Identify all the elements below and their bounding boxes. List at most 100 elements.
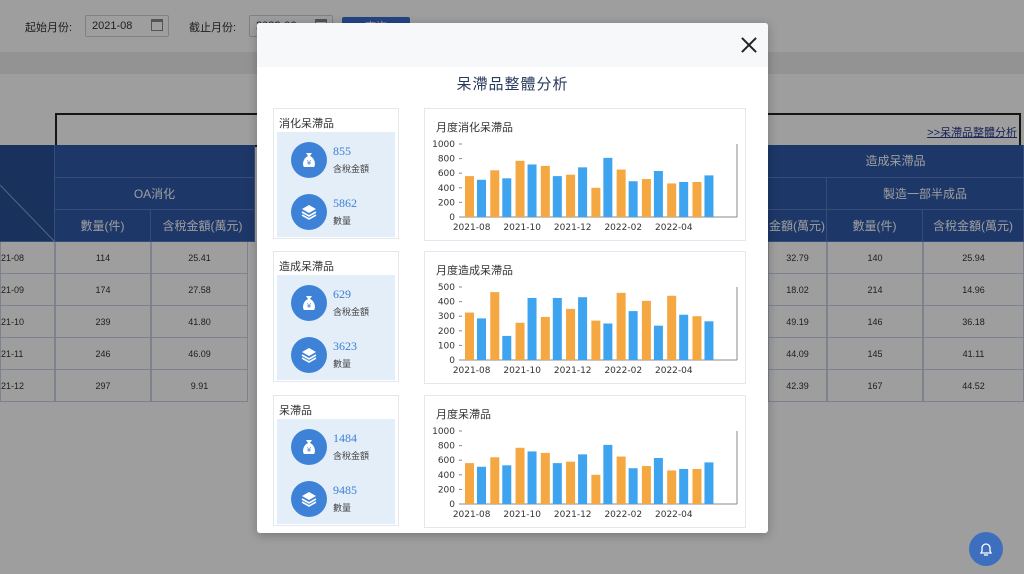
bar — [641, 300, 651, 360]
amount-value: 629 — [333, 287, 351, 301]
x-tick-label: 2022-04 — [655, 223, 693, 233]
diagonal-divider — [0, 184, 56, 243]
calendar-icon[interactable] — [151, 19, 163, 31]
svg-text:¥: ¥ — [307, 302, 312, 310]
table-cell: 114 — [55, 242, 151, 274]
table-cell: 167 — [827, 370, 923, 402]
row-month-cell: 21-12 — [0, 370, 55, 402]
bar — [591, 474, 601, 504]
bar — [566, 461, 576, 504]
table-cell: 18.02 — [768, 274, 827, 306]
bar — [616, 292, 626, 360]
start-month-label: 起始月份: — [25, 22, 73, 34]
amount-label: 含稅金額 — [333, 164, 370, 174]
y-tick-label: 800 — [438, 155, 455, 165]
table-cell: 174 — [55, 274, 151, 306]
bar — [628, 468, 638, 504]
group-caused-header: 造成呆滯品 — [768, 145, 1024, 178]
bar-chart-digested: 0 200 400 600 800 1000 2021-08 2021-10 2021-12 20… — [432, 140, 738, 233]
bar — [679, 181, 689, 217]
table-cell: 46.09 — [151, 338, 248, 370]
x-tick-label: 2021-12 — [554, 510, 592, 520]
summary-card-total: 呆滯品 ¥ 1484 含稅金額 9485 數量 — [273, 395, 399, 526]
chart-title: 月度呆滯品 — [436, 409, 491, 421]
bar — [679, 314, 689, 360]
layers-icon — [291, 337, 327, 373]
col-partial-amount-header: 金額(萬元) — [768, 210, 827, 242]
bar-chart-caused: 0 100 200 300 400 500 2021-08 2021-10 2021-12 202… — [438, 283, 738, 376]
start-month-input[interactable]: 2021-08 — [85, 15, 169, 37]
row-month-cell: 21-11 — [0, 338, 55, 370]
table-cell: 297 — [55, 370, 151, 402]
qty-label: 數量 — [333, 359, 352, 369]
bar — [628, 311, 638, 360]
chart-title: 月度造成呆滯品 — [436, 265, 513, 277]
bar — [566, 174, 576, 217]
y-tick-label: 200 — [438, 485, 455, 495]
bar — [540, 316, 550, 360]
qty-stat: 5862 數量 — [291, 194, 391, 234]
bar — [692, 468, 702, 504]
bar — [515, 322, 525, 360]
x-tick-label: 2022-02 — [604, 510, 642, 520]
bar — [653, 325, 663, 360]
modal-header — [257, 23, 768, 67]
bar — [653, 171, 663, 217]
row-month-cell: 21-09 — [0, 274, 55, 306]
x-tick-label: 2021-10 — [503, 223, 541, 233]
group-oa-header: OA消化 — [55, 178, 255, 210]
table-cell: 49.19 — [768, 306, 827, 338]
amount-label: 含稅金額 — [333, 451, 370, 461]
bar — [667, 295, 677, 360]
col-qty-header: 數量(件) — [55, 210, 151, 242]
table-cell: 146 — [827, 306, 923, 338]
bar — [591, 320, 601, 360]
bar — [502, 335, 512, 360]
col-amount-header: 含稅金額(萬元) — [151, 210, 255, 242]
bar — [667, 470, 677, 504]
amount-stat: ¥ 855 含稅金額 — [291, 142, 391, 182]
x-tick-label: 2021-12 — [554, 223, 592, 233]
amount-stat: ¥ 1484 含稅金額 — [291, 429, 391, 469]
y-tick-label: 400 — [438, 471, 455, 481]
bar — [552, 463, 562, 504]
x-tick-label: 2021-08 — [453, 366, 491, 376]
bar — [578, 454, 588, 504]
y-tick-label: 400 — [438, 184, 455, 194]
bar — [515, 447, 525, 504]
y-tick-label: 400 — [438, 298, 455, 308]
x-tick-label: 2021-08 — [453, 223, 491, 233]
x-tick-label: 2022-02 — [604, 223, 642, 233]
bar — [667, 183, 677, 217]
chart-card-caused: 月度造成呆滯品 0 100 200 300 400 500 2021-08 2021-10 20… — [424, 251, 746, 384]
y-tick-label: 200 — [438, 198, 455, 208]
x-tick-label: 2022-04 — [655, 366, 693, 376]
bar — [616, 456, 626, 504]
card-body: ¥ 1484 含稅金額 9485 數量 — [277, 419, 395, 524]
chart-card-digested: 月度消化呆滯品 0 200 400 600 800 1000 2021-08 2021-10 2… — [424, 108, 746, 241]
layers-icon — [291, 194, 327, 230]
bar — [692, 316, 702, 360]
x-tick-label: 2021-10 — [503, 366, 541, 376]
y-tick-label: 0 — [449, 213, 455, 223]
bar — [704, 175, 714, 217]
table-cell: 14.96 — [923, 274, 1024, 306]
bar — [603, 444, 613, 504]
assistant-button[interactable] — [969, 532, 1003, 566]
table-cell: 140 — [827, 242, 923, 274]
close-icon[interactable] — [740, 36, 758, 54]
table-cell: 44.09 — [768, 338, 827, 370]
bar — [704, 321, 714, 360]
bar — [692, 181, 702, 217]
row-month-cell: 21-08 — [0, 242, 55, 274]
y-tick-label: 800 — [438, 442, 455, 452]
table-cell: 145 — [827, 338, 923, 370]
card-body: ¥ 629 含稅金額 3623 數量 — [277, 275, 395, 380]
overall-analysis-link[interactable]: >>呆滯品整體分析 — [927, 127, 1017, 139]
qty-value: 9485 — [333, 483, 357, 497]
bar — [578, 167, 588, 217]
bar — [527, 297, 537, 360]
bar — [477, 466, 486, 504]
bar — [552, 297, 562, 360]
table-cell: 9.91 — [151, 370, 248, 402]
